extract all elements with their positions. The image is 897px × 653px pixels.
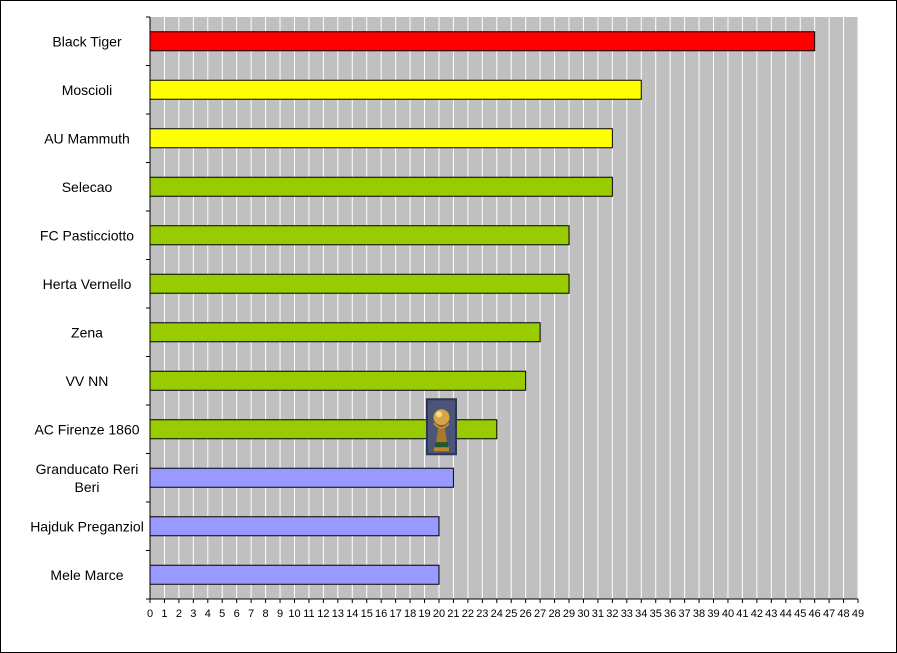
x-tick-label: 4 xyxy=(205,608,211,620)
x-tick-label: 39 xyxy=(707,608,719,620)
x-tick-label: 34 xyxy=(635,608,647,620)
category-label: Beri xyxy=(75,479,100,495)
x-tick-label: 24 xyxy=(491,608,503,620)
x-tick-label: 19 xyxy=(418,608,430,620)
bar xyxy=(149,564,440,585)
bar xyxy=(149,370,527,391)
x-tick-label: 15 xyxy=(361,608,373,620)
x-tick-label: 32 xyxy=(606,608,618,620)
x-tick-label: 37 xyxy=(678,608,690,620)
bar xyxy=(149,516,440,537)
x-tick-label: 5 xyxy=(219,608,225,620)
bar xyxy=(149,273,570,294)
bar xyxy=(149,225,570,246)
x-tick-label: 29 xyxy=(563,608,575,620)
x-tick-label: 26 xyxy=(520,608,532,620)
bar xyxy=(149,176,613,197)
x-tick-label: 10 xyxy=(288,608,300,620)
bar xyxy=(149,79,642,100)
x-tick-label: 25 xyxy=(505,608,517,620)
x-tick-label: 22 xyxy=(462,608,474,620)
world-cup-trophy-icon xyxy=(426,398,457,456)
category-label: Hajduk Preganziol xyxy=(30,518,144,534)
x-tick-label: 40 xyxy=(722,608,734,620)
x-tick-label: 12 xyxy=(317,608,329,620)
x-tick-label: 20 xyxy=(433,608,445,620)
x-tick-label: 47 xyxy=(823,608,835,620)
category-label: Selecao xyxy=(62,179,113,195)
x-tick-label: 30 xyxy=(577,608,589,620)
x-tick-label: 8 xyxy=(263,608,269,620)
x-tick-label: 49 xyxy=(852,608,864,620)
category-label: VV NN xyxy=(66,373,109,389)
x-tick-label: 31 xyxy=(592,608,604,620)
x-tick-label: 7 xyxy=(248,608,254,620)
category-label: FC Pasticciotto xyxy=(40,227,134,243)
x-tick-label: 46 xyxy=(809,608,821,620)
x-tick-label: 41 xyxy=(736,608,748,620)
x-tick-label: 48 xyxy=(837,608,849,620)
x-tick-label: 43 xyxy=(765,608,777,620)
x-tick-label: 2 xyxy=(176,608,182,620)
x-tick-label: 16 xyxy=(375,608,387,620)
x-tick-label: 45 xyxy=(794,608,806,620)
x-tick-label: 1 xyxy=(161,608,167,620)
x-tick-label: 36 xyxy=(664,608,676,620)
x-tick-label: 0 xyxy=(147,608,153,620)
x-tick-label: 28 xyxy=(548,608,560,620)
category-label: Moscioli xyxy=(62,82,113,98)
bar xyxy=(149,467,454,488)
x-tick-label: 6 xyxy=(234,608,240,620)
x-tick-label: 21 xyxy=(447,608,459,620)
bar xyxy=(149,128,613,149)
x-tick-label: 33 xyxy=(621,608,633,620)
category-label: Granducato Reri xyxy=(36,461,139,477)
x-tick-label: 17 xyxy=(390,608,402,620)
category-label: AC Firenze 1860 xyxy=(34,421,139,437)
bar xyxy=(149,322,541,343)
x-tick-label: 35 xyxy=(650,608,662,620)
x-tick-label: 3 xyxy=(190,608,196,620)
category-label: Herta Vernello xyxy=(43,276,132,292)
x-tick-label: 13 xyxy=(332,608,344,620)
category-label: AU Mammuth xyxy=(44,130,130,146)
x-tick-label: 44 xyxy=(780,608,792,620)
bar xyxy=(149,419,498,440)
x-tick-label: 27 xyxy=(534,608,546,620)
category-label: Zena xyxy=(71,324,103,340)
x-tick-label: 18 xyxy=(404,608,416,620)
x-tick-label: 38 xyxy=(693,608,705,620)
x-tick-label: 42 xyxy=(751,608,763,620)
x-tick-label: 11 xyxy=(303,608,314,620)
x-tick-label: 9 xyxy=(277,608,283,620)
category-label: Black Tiger xyxy=(52,33,122,49)
plot-area xyxy=(150,17,858,599)
bar xyxy=(149,31,816,52)
category-label: Mele Marce xyxy=(50,567,123,583)
x-tick-label: 23 xyxy=(476,608,488,620)
x-tick-label: 14 xyxy=(346,608,358,620)
